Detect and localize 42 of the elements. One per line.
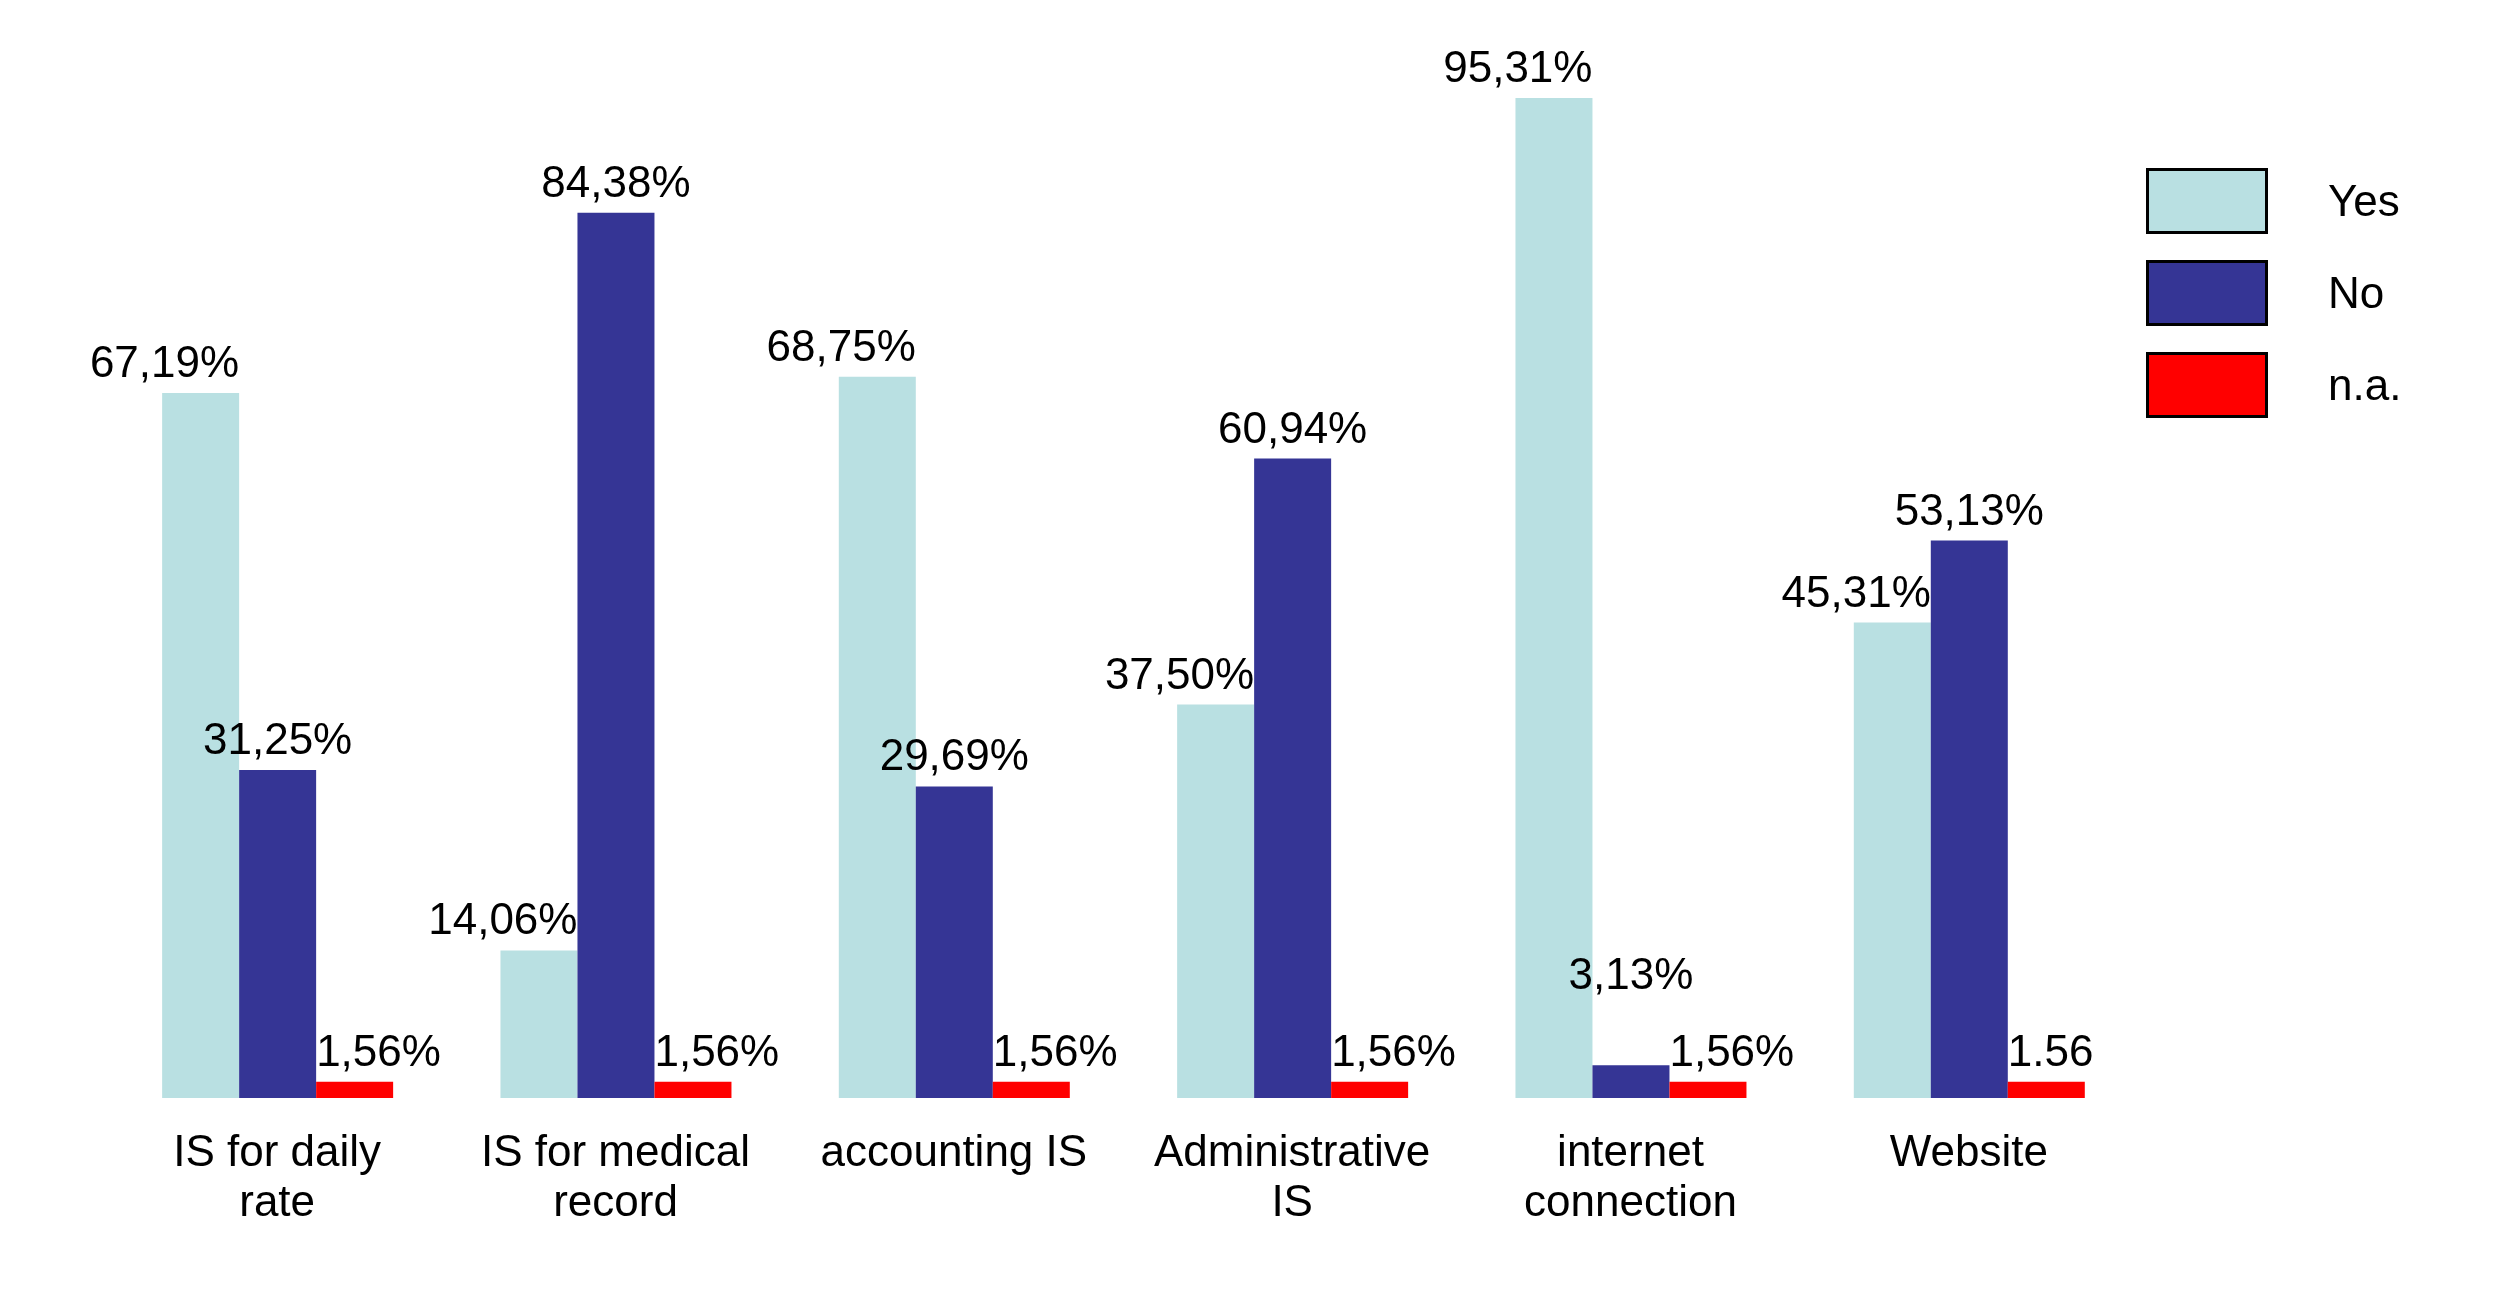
data-label: 53,13%	[1894, 484, 2044, 534]
bar	[1331, 1081, 1409, 1098]
data-label: 1,56%	[654, 1025, 780, 1075]
bar	[1853, 622, 1931, 1098]
x-tick-label: accounting IS	[820, 1126, 1088, 1175]
bar	[1669, 1081, 1747, 1098]
legend-label: No	[2328, 268, 2386, 318]
bar	[2007, 1081, 2085, 1098]
data-label: 68,75%	[766, 320, 916, 370]
bar	[500, 950, 578, 1098]
legend-label: n.a.	[2328, 360, 2403, 410]
bar	[1177, 704, 1255, 1098]
data-label: 1,56%	[316, 1025, 441, 1075]
data-label: 95,31%	[1443, 42, 1593, 91]
bar	[316, 1081, 394, 1098]
legend-label: Yes	[2328, 176, 2401, 226]
bar	[992, 1081, 1070, 1098]
bar	[1254, 458, 1332, 1098]
data-label: 1.56	[2007, 1025, 2094, 1075]
data-label: 14,06%	[428, 894, 578, 944]
x-tick-label: internet connection	[1524, 1126, 1737, 1225]
bar	[1592, 1065, 1670, 1098]
data-label: 3,13%	[1568, 949, 1694, 999]
bar	[577, 212, 655, 1098]
data-label: 37,50%	[1104, 648, 1255, 698]
x-tick-label: Administrative IS	[1154, 1126, 1431, 1225]
data-label: 84,38%	[541, 156, 691, 206]
data-label: 31,25%	[203, 714, 353, 764]
data-label: 67,19%	[89, 337, 240, 387]
bar	[1930, 540, 2008, 1098]
data-label: 45,31%	[1781, 566, 1931, 616]
data-label: 29,69%	[879, 730, 1029, 780]
data-label: 60,94%	[1218, 402, 1368, 452]
data-label: 1,56%	[1331, 1025, 1456, 1075]
x-tick-label: IS for medical record	[481, 1126, 750, 1225]
data-label: 1,56%	[1669, 1025, 1795, 1075]
x-tick-label: Website	[1889, 1126, 2048, 1175]
bar	[915, 786, 993, 1098]
x-tick-label: IS for daily rate	[173, 1126, 382, 1225]
bar	[239, 770, 317, 1098]
data-label: 1,56%	[992, 1025, 1118, 1075]
bar	[654, 1081, 732, 1098]
